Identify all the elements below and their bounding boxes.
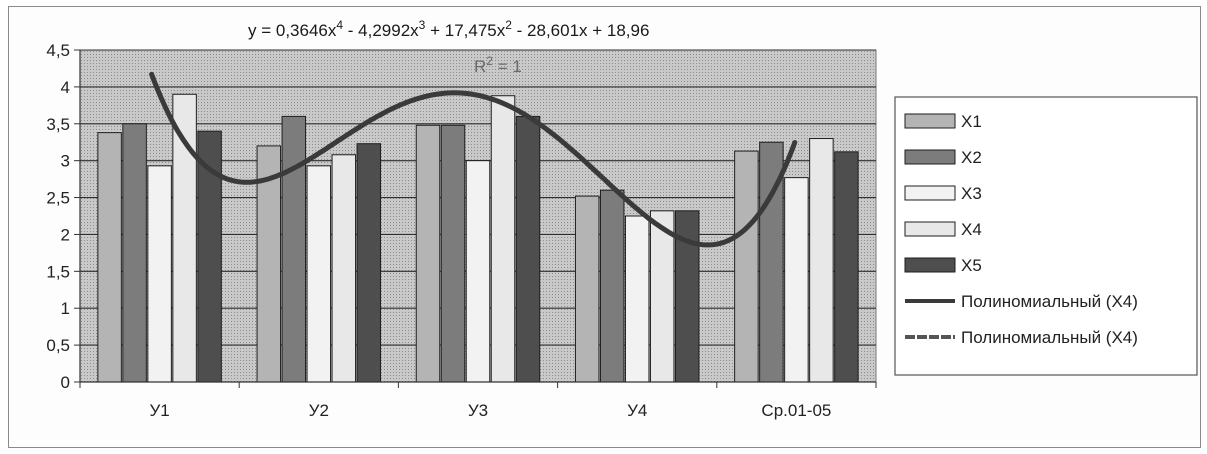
x-tick-label: У1 <box>149 401 169 420</box>
legend-label-x1: X1 <box>961 112 982 131</box>
y-tick-label: 3 <box>61 152 70 171</box>
y-tick-label: 2,5 <box>46 189 70 208</box>
r-squared-rest: = 1 <box>493 57 522 76</box>
x-tick-label: У4 <box>627 401 647 420</box>
x-tick-labels: У1 У2 У3 У4 Ср.01-05 <box>79 382 877 420</box>
bar-x4-4 <box>649 210 675 383</box>
trendline-group <box>149 71 798 248</box>
bar-x3-1 <box>147 165 172 383</box>
y-tick-label: 0 <box>61 373 70 392</box>
equation-part-2: - 4,2992x <box>343 21 419 40</box>
bar-x3-4 <box>624 215 650 383</box>
bar-x3-5 <box>784 177 809 383</box>
y-tick-label: 1,5 <box>46 262 70 281</box>
bar-x3-3 <box>465 160 491 383</box>
legend-swatch-x2 <box>904 149 956 165</box>
legend-trendline-label-1: Полиномиальный (X4) <box>961 292 1138 311</box>
bar-x4-5 <box>809 138 834 383</box>
r-squared-exp: 2 <box>486 54 493 68</box>
bar-x1-3 <box>415 124 441 383</box>
bar-x4-2 <box>331 154 357 383</box>
r-squared-label: R2 = 1 <box>474 54 522 76</box>
equation-part-4: - 28,601x + 18,96 <box>512 21 650 40</box>
trendline-curve <box>149 71 798 248</box>
bar-x2-2 <box>281 115 307 383</box>
legend-label-x5: X5 <box>961 256 982 275</box>
bar-x5-5 <box>834 151 859 383</box>
bar-x3-2 <box>306 165 332 383</box>
legend-label-x4: X4 <box>961 220 982 239</box>
equation-part-3: + 17,475x <box>425 21 505 40</box>
legend-swatch-x3 <box>904 185 956 201</box>
equation-exp-2: 2 <box>505 18 512 32</box>
bar-x5-3 <box>515 115 541 383</box>
legend-label-x2: X2 <box>961 148 982 167</box>
bars <box>97 93 859 383</box>
equation-part-1: y = 0,3646x <box>248 21 337 40</box>
bar-x2-3 <box>440 124 466 383</box>
legend-swatch-x5 <box>904 257 956 273</box>
bar-x2-1 <box>122 123 147 383</box>
y-tick-labels: 0 0,5 1 1,5 2 2,5 3 3,5 4 4,5 <box>46 41 80 392</box>
legend-trendline-label-2: Полиномиальный (X4) <box>961 328 1138 347</box>
trendline-equation: y = 0,3646x4 - 4,2992x3 + 17,475x2 - 28,… <box>248 18 649 40</box>
axes <box>79 50 876 383</box>
y-tick-label: 0,5 <box>46 336 70 355</box>
x-tick-label: У2 <box>309 401 329 420</box>
bar-x1-5 <box>734 150 759 383</box>
legend-label-x3: X3 <box>961 184 982 203</box>
legend-swatch-x1 <box>904 113 956 129</box>
bar-x1-1 <box>97 132 122 383</box>
equation-exp-3: 3 <box>419 18 426 32</box>
legend: X1 X2 X3 X4 X5 Полиномиальный (X4) Полиномиаль… <box>904 112 1138 347</box>
bar-x4-3 <box>490 95 516 383</box>
y-tick-label: 4,5 <box>46 41 70 60</box>
equation-exp-4: 4 <box>336 18 343 32</box>
bar-x5-2 <box>356 143 382 383</box>
y-tick-label: 1 <box>61 299 70 318</box>
x-tick-label: У3 <box>468 401 488 420</box>
y-tick-label: 2 <box>61 225 70 244</box>
bar-x1-4 <box>574 195 600 383</box>
bar-x2-4 <box>599 189 625 383</box>
y-tick-label: 4 <box>61 78 70 97</box>
legend-swatch-x4 <box>904 221 956 237</box>
y-tick-label: 3,5 <box>46 115 70 134</box>
r-squared-prefix: R <box>474 57 486 76</box>
x-tick-label: Ср.01-05 <box>761 401 831 420</box>
